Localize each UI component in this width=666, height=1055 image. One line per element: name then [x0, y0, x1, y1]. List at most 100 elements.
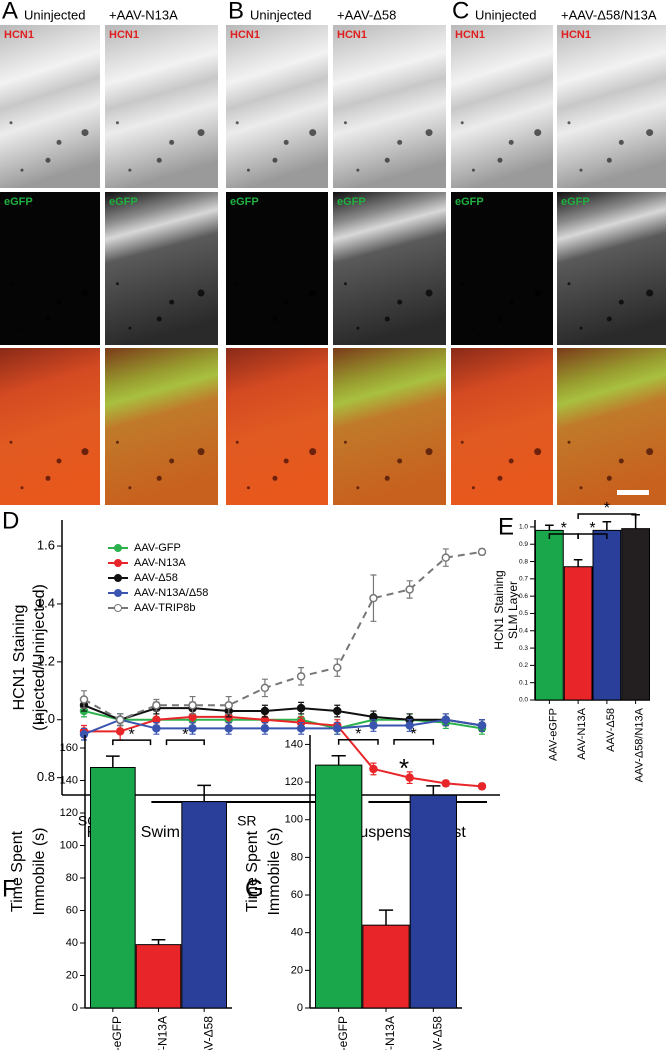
data-point [441, 553, 451, 562]
y-tick-label: 1.4 [37, 595, 55, 610]
cell-body [356, 168, 360, 172]
data-point [405, 773, 414, 782]
data-point [260, 706, 270, 716]
cell-body [9, 121, 13, 125]
cell-body [534, 129, 542, 137]
cell-body [471, 486, 475, 490]
x-tick-label: AAV-eGFP [336, 1016, 350, 1050]
bar [592, 529, 622, 701]
data-point [405, 585, 414, 594]
legend-marker [114, 544, 122, 552]
cell-body [246, 168, 250, 172]
significance-label: * [604, 500, 610, 517]
bar [409, 794, 457, 1009]
channel-label: HCN1 [455, 29, 485, 41]
y-tick-label: 20 [66, 969, 78, 981]
y-axis-label: SLM Layer [506, 581, 520, 639]
legend-label: AAV-TRIP8b [134, 602, 196, 614]
x-tick-label: AAV-N13A [383, 1016, 397, 1050]
data-point [224, 724, 233, 733]
channel-label: eGFP [561, 196, 590, 208]
column-label: +AAV-Δ58 [337, 7, 396, 22]
y-tick-label: 120 [60, 807, 78, 819]
error-bar [545, 524, 554, 531]
cell-body [425, 289, 433, 297]
cell-body [471, 168, 475, 172]
micrograph [451, 192, 553, 345]
micrograph [557, 25, 666, 188]
cell-body [20, 486, 24, 490]
series-line [83, 704, 483, 727]
panel-letter: E [498, 513, 514, 540]
cell-body [156, 157, 162, 163]
legend-label: AAV-GFP [134, 542, 181, 554]
data-point [260, 724, 270, 733]
y-tick-label: 1.0 [519, 524, 528, 531]
channel-label: eGFP [455, 196, 484, 208]
y-tick-label: 0 [297, 1002, 303, 1014]
series-line [83, 718, 483, 736]
y-tick-label: 40 [291, 927, 303, 939]
data-point [333, 724, 342, 733]
y-tick-label: 80 [291, 851, 303, 863]
x-tick-label: AAV-eGFP [110, 1016, 124, 1050]
data-point [477, 782, 487, 791]
cell-body [81, 129, 89, 137]
micrograph [105, 348, 218, 505]
cell-body [20, 326, 24, 330]
cell-body [397, 458, 403, 464]
data-point [188, 724, 197, 733]
cell-body [425, 448, 433, 456]
significance-label: * [561, 520, 567, 537]
micrograph [557, 192, 666, 345]
cell-body [384, 475, 390, 481]
legend-label: AAV-N13A/Δ58 [134, 587, 208, 599]
cell-body [567, 121, 571, 125]
y-tick-label: 100 [60, 839, 78, 851]
y-tick-label: 0.6 [519, 593, 528, 600]
y-tick-label: 0.5 [519, 610, 528, 617]
cell-body [471, 326, 475, 330]
region-label: SR [237, 813, 256, 829]
y-tick-label: 100 [285, 814, 303, 826]
cell-body [235, 440, 239, 444]
cell-body [356, 486, 360, 490]
significance-bracket [337, 738, 379, 745]
data-point [296, 724, 306, 733]
cell-body [9, 282, 13, 286]
y-tick-label: 60 [66, 904, 78, 916]
data-point [369, 593, 378, 603]
data-point [369, 764, 378, 774]
cell-body [283, 139, 289, 145]
column-label: +AAV-N13A [109, 7, 178, 22]
error-bar [197, 784, 212, 802]
data-point [296, 672, 306, 681]
cell-body [169, 139, 175, 145]
cell-body [169, 458, 175, 464]
channel-label: eGFP [109, 196, 138, 208]
channel-label: eGFP [4, 196, 33, 208]
x-tick-label: AAV-N13A [576, 707, 588, 759]
y-tick-label: 1.2 [37, 653, 55, 668]
cell-body [646, 448, 654, 456]
cell-body [356, 326, 360, 330]
micrograph [333, 25, 446, 188]
column-label: Uninjected [475, 7, 536, 22]
data-point [333, 706, 342, 716]
cell-body [81, 289, 89, 297]
cell-body [309, 289, 317, 297]
cell-body [534, 289, 542, 297]
cell-body [272, 316, 278, 322]
y-tick-label: 0.3 [519, 645, 528, 652]
channel-label: HCN1 [109, 29, 139, 41]
cell-body [534, 448, 542, 456]
bar [535, 529, 564, 701]
cell-body [384, 157, 390, 163]
data-point [115, 727, 125, 736]
cell-body [606, 475, 612, 481]
cell-body [397, 299, 403, 305]
cell-body [197, 289, 205, 297]
y-tick-label: 80 [66, 872, 78, 884]
cell-body [579, 326, 583, 330]
cell-body [235, 121, 239, 125]
